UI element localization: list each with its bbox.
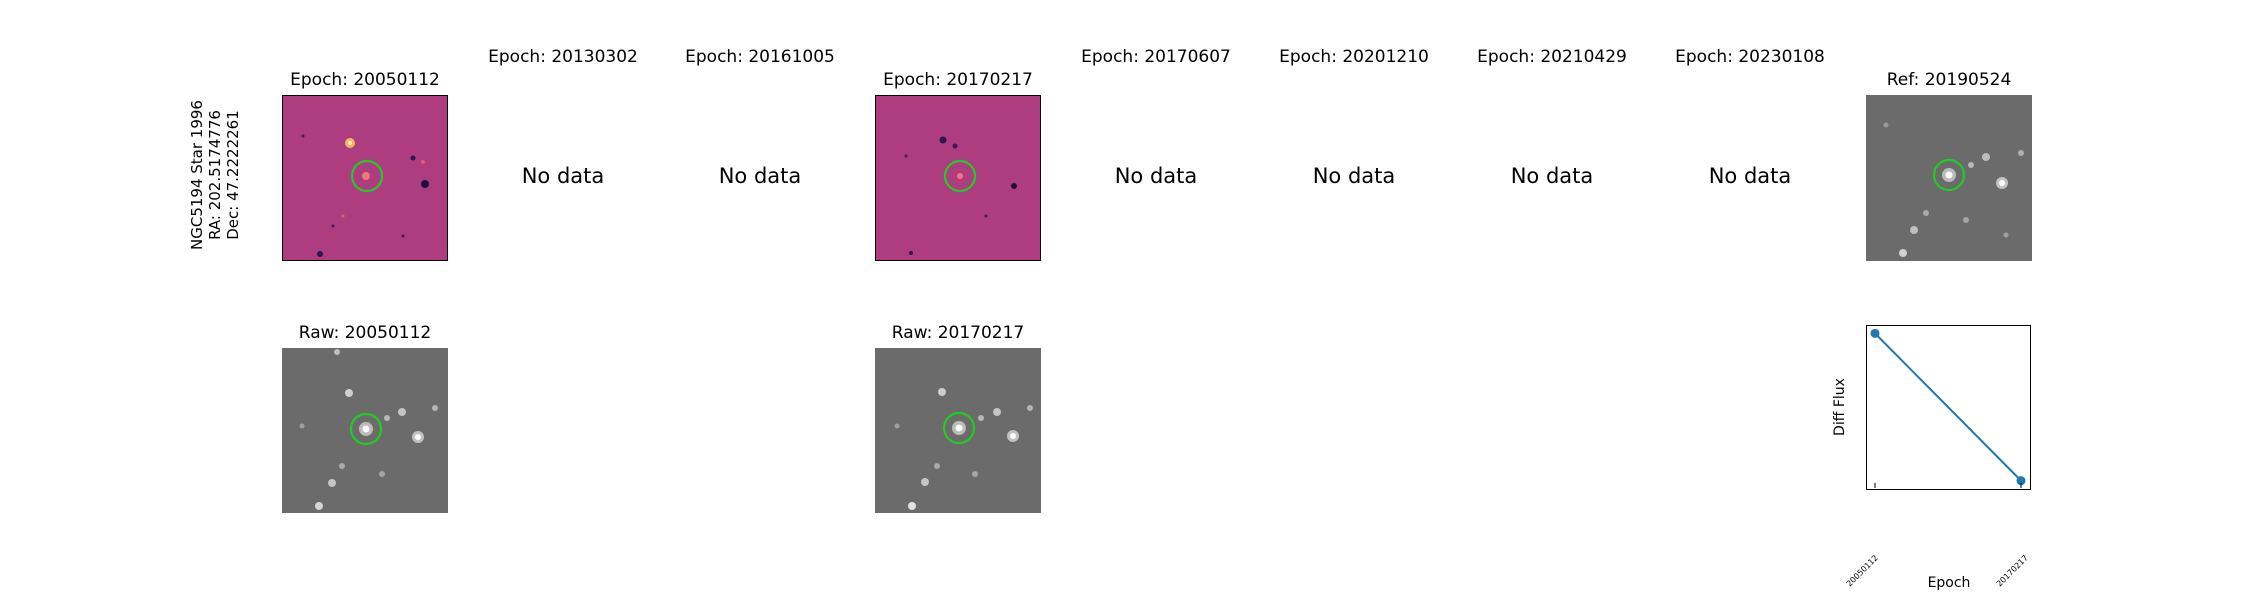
ref-title: Ref: 20190524 <box>1886 70 2012 90</box>
no-data-label-5: No data <box>1114 164 1198 188</box>
chart-xtick-2: 20170217 <box>1994 553 2030 589</box>
epoch-title-4: Epoch: 20170217 <box>883 70 1033 90</box>
diff-flux-plot <box>1870 328 2026 488</box>
star-ra: RA: 202.5174776 <box>206 110 224 240</box>
diff-image-20050112 <box>282 95 448 261</box>
ref-image-20190524 <box>1866 95 2032 261</box>
no-data-label-2: No data <box>521 164 605 188</box>
epoch-title-7: Epoch: 20210429 <box>1477 47 1627 67</box>
epoch-title-8: Epoch: 20230108 <box>1675 47 1825 67</box>
raw-image-20050112 <box>282 348 448 513</box>
star-dec: Dec: 47.2222261 <box>224 110 242 240</box>
diff-flux-point-20170217 <box>2016 476 2026 486</box>
star-name: NGC5194 Star 1996 <box>188 100 206 250</box>
raw-title-1: Raw: 20050112 <box>298 323 432 343</box>
chart-ylabel: Diff Flux <box>1832 378 1848 436</box>
chart-xlabel: Epoch <box>1927 575 1971 591</box>
epoch-title-2: Epoch: 20130302 <box>488 47 638 67</box>
epoch-title-6: Epoch: 20201210 <box>1279 47 1429 67</box>
no-data-label-3: No data <box>718 164 802 188</box>
no-data-label-6: No data <box>1312 164 1396 188</box>
epoch-title-5: Epoch: 20170607 <box>1081 47 1231 67</box>
chart-xtick-1: 20050112 <box>1844 553 1880 589</box>
epoch-title-3: Epoch: 20161005 <box>685 47 835 67</box>
diff-flux-line <box>1874 332 2022 482</box>
raw-image-20170217 <box>875 348 1041 513</box>
raw-title-2: Raw: 20170217 <box>891 323 1025 343</box>
diff-flux-point-20050112 <box>1870 328 1880 338</box>
diff-image-20170217 <box>875 95 1041 261</box>
no-data-label-8: No data <box>1708 164 1792 188</box>
no-data-label-7: No data <box>1510 164 1594 188</box>
epoch-title-1: Epoch: 20050112 <box>290 70 440 90</box>
diff-flux-chart <box>1866 325 2031 490</box>
